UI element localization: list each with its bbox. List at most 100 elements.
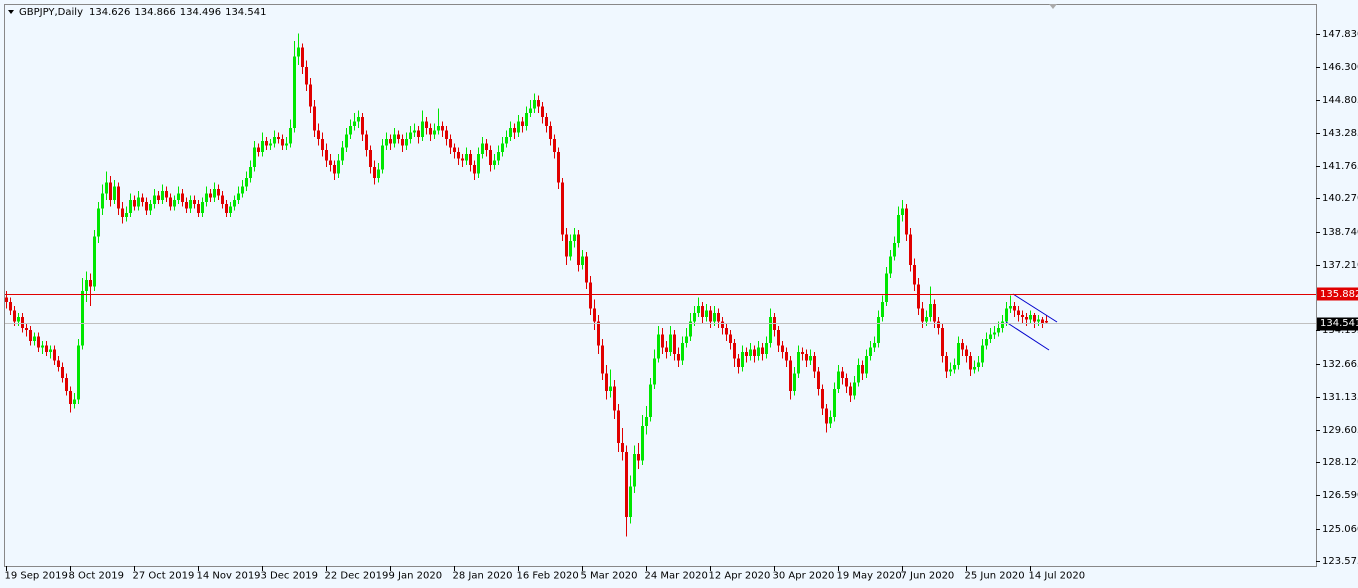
body xyxy=(973,367,976,370)
body xyxy=(61,367,64,378)
body xyxy=(889,256,892,274)
body xyxy=(709,310,712,322)
body xyxy=(229,206,232,213)
body xyxy=(97,208,100,237)
body xyxy=(133,199,136,207)
body xyxy=(501,143,504,152)
body xyxy=(553,138,556,152)
header: GBPJPY,Daily 134.626 134.866 134.496 134.541 xyxy=(19,7,266,18)
body xyxy=(45,345,48,352)
body xyxy=(233,199,236,207)
menu-arrow xyxy=(8,10,14,14)
body xyxy=(717,312,720,322)
body xyxy=(369,149,372,168)
body xyxy=(521,121,524,126)
body xyxy=(649,384,652,418)
body xyxy=(289,128,292,144)
y-tick-label: 125.060 xyxy=(1322,524,1358,535)
body xyxy=(941,327,944,357)
level-label: 135.882 xyxy=(1320,289,1358,300)
body xyxy=(357,117,360,122)
body xyxy=(85,280,88,292)
body xyxy=(801,351,804,355)
body xyxy=(537,99,540,107)
body xyxy=(529,108,532,113)
body xyxy=(321,138,324,150)
body xyxy=(641,425,644,461)
body xyxy=(1017,310,1020,315)
y-tick-label: 123.575 xyxy=(1322,556,1358,567)
body xyxy=(353,121,356,126)
body xyxy=(181,193,184,202)
body xyxy=(389,138,392,144)
body xyxy=(305,67,308,85)
body xyxy=(513,128,516,133)
body xyxy=(645,417,648,426)
body xyxy=(857,364,860,383)
body xyxy=(485,143,488,150)
body xyxy=(809,356,812,361)
body xyxy=(201,201,204,213)
body xyxy=(665,347,668,352)
body xyxy=(125,212,128,218)
body xyxy=(785,351,788,361)
y-tick-label: 138.740 xyxy=(1322,227,1358,238)
body xyxy=(249,167,252,179)
body xyxy=(985,338,988,346)
body xyxy=(397,134,400,139)
body xyxy=(957,343,960,365)
body xyxy=(405,138,408,146)
body xyxy=(37,336,40,348)
x-tick-label: 19 May 2020 xyxy=(837,571,902,582)
body xyxy=(185,201,188,209)
body xyxy=(765,343,768,355)
body xyxy=(849,386,852,396)
body xyxy=(429,128,432,135)
body xyxy=(89,280,92,287)
body xyxy=(753,349,756,357)
body xyxy=(509,128,512,137)
y-tick-label: 141.765 xyxy=(1322,161,1358,172)
body xyxy=(561,182,564,235)
body xyxy=(953,364,956,370)
body xyxy=(341,147,344,161)
body xyxy=(101,193,104,209)
body xyxy=(277,136,280,139)
body xyxy=(741,351,744,368)
body xyxy=(281,138,284,146)
body xyxy=(577,234,580,265)
body xyxy=(961,343,964,350)
body xyxy=(145,201,148,211)
channel-line xyxy=(1005,321,1050,351)
body xyxy=(541,106,544,118)
body xyxy=(457,151,460,159)
body xyxy=(989,334,992,339)
body xyxy=(297,47,300,57)
body xyxy=(481,143,484,155)
body xyxy=(885,273,888,302)
body xyxy=(165,191,168,198)
x-tick-label: 19 Sep 2019 xyxy=(5,571,68,582)
body xyxy=(477,154,480,174)
y-tick-label: 129.605 xyxy=(1322,425,1358,436)
body xyxy=(1045,320,1048,323)
body xyxy=(313,106,316,131)
body xyxy=(329,160,332,166)
x-tick-label: 3 Dec 2019 xyxy=(261,571,319,582)
body xyxy=(565,234,568,257)
body xyxy=(113,186,116,200)
body xyxy=(581,256,584,265)
body xyxy=(813,356,816,372)
body xyxy=(613,386,616,411)
body xyxy=(861,364,864,374)
body xyxy=(453,147,456,152)
body xyxy=(241,186,244,194)
body xyxy=(949,369,952,372)
body xyxy=(745,351,748,357)
body xyxy=(837,371,840,389)
body xyxy=(13,310,16,322)
body xyxy=(1013,306,1016,311)
body xyxy=(265,141,268,146)
body xyxy=(445,130,448,139)
body xyxy=(345,134,348,148)
